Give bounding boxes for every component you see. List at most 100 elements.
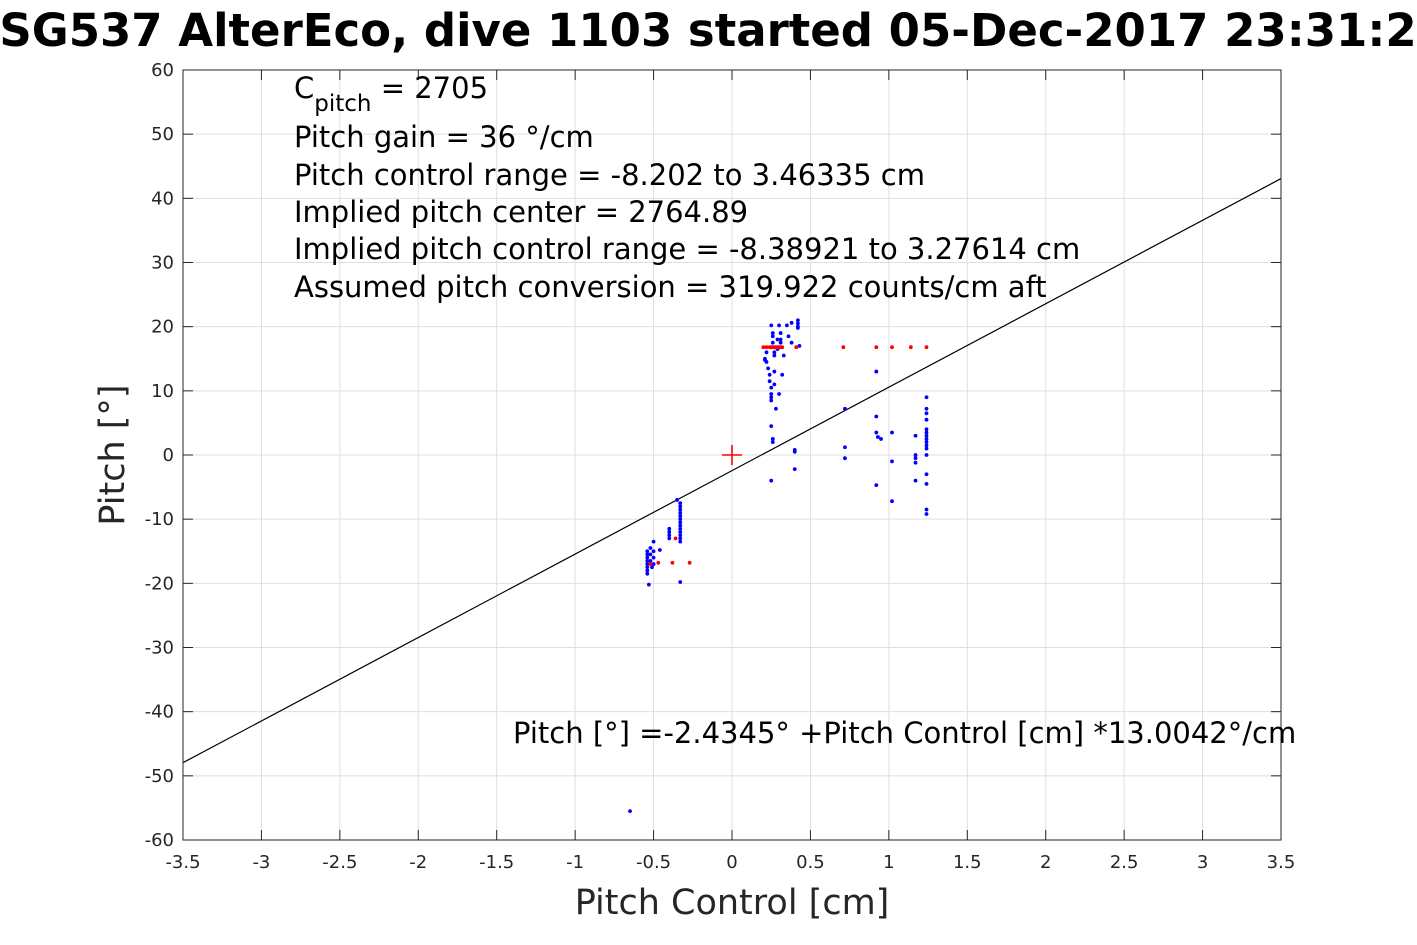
data-point	[770, 440, 775, 445]
y-tick-label: 10	[151, 381, 174, 402]
x-tick-label: 0.5	[796, 852, 825, 873]
data-point	[645, 562, 650, 566]
data-point	[667, 536, 672, 541]
data-point	[924, 411, 929, 416]
data-point	[843, 445, 847, 450]
data-point	[769, 424, 774, 429]
x-tick-label: -0.5	[636, 852, 671, 873]
data-point	[924, 430, 929, 435]
data-point	[648, 558, 653, 563]
data-point	[646, 582, 651, 587]
data-point	[767, 379, 772, 384]
data-point	[924, 433, 929, 438]
data-point	[874, 430, 879, 435]
data-point	[770, 437, 775, 441]
data-point	[795, 326, 800, 330]
y-tick-label: 50	[151, 124, 174, 145]
data-point	[678, 530, 683, 534]
data-point	[766, 366, 770, 371]
data-point	[678, 514, 683, 518]
data-point	[795, 321, 800, 326]
data-point	[890, 459, 894, 464]
data-point	[678, 536, 683, 541]
x-tick-label: -1	[566, 852, 584, 873]
data-point	[777, 392, 781, 396]
data-point	[924, 446, 929, 451]
data-point	[670, 560, 675, 565]
data-point	[890, 345, 894, 350]
data-point	[924, 437, 929, 441]
data-point	[650, 565, 654, 570]
data-point	[678, 507, 683, 512]
data-point	[924, 440, 929, 445]
data-point	[769, 385, 774, 390]
data-point	[678, 517, 683, 522]
annotation-line: Pitch gain = 36 °/cm	[294, 120, 594, 154]
data-point	[879, 437, 883, 441]
data-point	[913, 478, 918, 483]
data-point	[678, 504, 683, 509]
data-point	[890, 430, 894, 435]
fit-equation: Pitch [°] =-2.4345° +Pitch Control [cm] …	[513, 716, 1296, 750]
data-point	[651, 549, 656, 554]
data-point	[786, 334, 791, 339]
data-point	[648, 562, 653, 566]
data-point	[924, 512, 929, 516]
x-tick-label: 3.5	[1267, 852, 1296, 873]
data-point	[645, 555, 650, 560]
ticks	[182, 69, 1282, 841]
annotation-line: Assumed pitch conversion = 319.922 count…	[294, 270, 1047, 304]
data-point	[890, 499, 894, 504]
y-tick-label: 0	[163, 445, 174, 466]
data-point	[769, 323, 774, 328]
data-point	[780, 372, 785, 377]
data-point	[843, 406, 847, 411]
data-point	[770, 340, 775, 345]
data-point	[924, 443, 929, 448]
data-point	[675, 498, 679, 502]
data-point	[795, 318, 800, 323]
data-point	[645, 552, 650, 557]
x-tick-labels: -3.5 -3 -2.5 -2 -1.5 -1 -0.5 0 0.5 1 1.5 2 2.5 3 3.5	[165, 852, 1295, 873]
data-point	[678, 526, 683, 531]
y-tick-label: -30	[145, 638, 174, 659]
annotation-line: Implied pitch center = 2764.89	[294, 195, 748, 229]
y-tick-label: -20	[145, 573, 174, 594]
data-point	[678, 539, 683, 544]
chart-title: SG537 AlterEco, dive 1103 started 05-Dec…	[0, 4, 1417, 57]
y-tick-label: -60	[145, 830, 174, 851]
data-point	[770, 331, 775, 335]
data-point	[874, 483, 879, 488]
x-tick-label: -2.5	[322, 852, 357, 873]
data-point	[924, 417, 929, 422]
data-point	[651, 539, 656, 544]
cpitch-annotation: Cpitch = 2705	[294, 71, 488, 117]
data-point	[924, 507, 929, 512]
data-point	[772, 369, 777, 374]
y-tick-label: 20	[151, 317, 174, 338]
data-point	[913, 433, 918, 438]
x-tick-label: 1.5	[953, 852, 982, 873]
data-point	[778, 337, 783, 342]
x-tick-label: 1	[883, 852, 894, 873]
data-point	[775, 337, 780, 342]
x-tick-label: -2	[409, 852, 427, 873]
data-point	[770, 334, 775, 339]
y-tick-label: 40	[151, 188, 174, 209]
data-point	[769, 392, 774, 396]
center-marker	[722, 445, 742, 465]
y-tick-label: 30	[151, 253, 174, 274]
data-point	[797, 344, 802, 348]
data-point	[874, 414, 879, 419]
data-point	[794, 345, 799, 350]
data-points	[628, 318, 929, 814]
data-point	[781, 353, 786, 358]
data-point	[841, 345, 846, 350]
cpitch-value: = 2705	[371, 71, 488, 105]
data-point	[924, 453, 929, 457]
data-point	[924, 345, 929, 350]
data-point	[789, 320, 794, 325]
data-point	[645, 565, 650, 570]
data-point	[764, 345, 769, 350]
